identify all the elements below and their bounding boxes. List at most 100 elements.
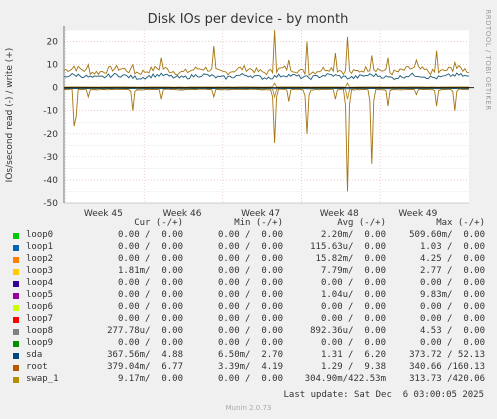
x-tick-label: Week 46 [162, 209, 201, 219]
y-tick-label: -40 [43, 176, 58, 186]
legend-header-max: Max (-/+) [436, 218, 485, 228]
legend-min: 0.00 / 0.00 [217, 326, 283, 336]
legend-rows: loop0 0.00 / 0.00 0.00 / 0.00 2.20m/ 0.00 50… [8, 230, 490, 386]
legend-name: loop0 [26, 230, 54, 240]
legend-cur: 0.00 / 0.00 [117, 254, 183, 264]
legend-max: 313.73 /420.06 [409, 374, 485, 384]
legend-name: root [26, 362, 48, 372]
legend-cur: 0.00 / 0.00 [117, 314, 183, 324]
legend-row-loop9: loop9 0.00 / 0.00 0.00 / 0.00 0.00 / 0.00 0.… [8, 338, 490, 350]
legend-min: 0.00 / 0.00 [217, 302, 283, 312]
y-tick-label: -10 [43, 107, 58, 117]
series-swap_1-write [63, 82, 469, 88]
series-sda-write [63, 72, 470, 81]
legend-swatch [13, 269, 19, 275]
rrdtool-watermark: RRDTOOL / TOBI OETIKER [484, 9, 492, 110]
legend-cur: 277.78u/ 0.00 [107, 326, 183, 336]
legend-row-loop3: loop3 1.81m/ 0.00 0.00 / 0.00 7.79m/ 0.00 2.… [8, 266, 490, 278]
plot-area [64, 30, 469, 203]
legend-swatch [13, 245, 19, 251]
legend-avg: 1.04u/ 0.00 [320, 290, 386, 300]
last-update: Last update: Sat Dec 6 03:00:05 2025 [283, 390, 484, 400]
legend-row-loop7: loop7 0.00 / 0.00 0.00 / 0.00 0.00 / 0.00 0.… [8, 314, 490, 326]
legend-cur: 0.00 / 0.00 [117, 302, 183, 312]
legend-cur: 0.00 / 0.00 [117, 242, 183, 252]
legend-cur: 0.00 / 0.00 [117, 338, 183, 348]
legend-cur: 1.81m/ 0.00 [117, 266, 183, 276]
legend-name: loop6 [26, 302, 54, 312]
legend-max: 2.77 / 0.00 [419, 266, 485, 276]
legend-swatch [13, 281, 19, 287]
legend-name: loop8 [26, 326, 54, 336]
legend-min: 3.39m/ 4.19 [217, 362, 283, 372]
legend-avg: 7.79m/ 0.00 [320, 266, 386, 276]
legend-header-avg: Avg (-/+) [337, 218, 386, 228]
legend-min: 0.00 / 0.00 [217, 254, 283, 264]
legend-min: 0.00 / 0.00 [217, 266, 283, 276]
legend-row-loop0: loop0 0.00 / 0.00 0.00 / 0.00 2.20m/ 0.00 50… [8, 230, 490, 242]
legend-max: 340.66 /160.13 [409, 362, 485, 372]
legend-name: loop1 [26, 242, 54, 252]
legend-max: 1.03 / 0.00 [419, 242, 485, 252]
legend-max: 4.25 / 0.00 [419, 254, 485, 264]
legend-swatch [13, 233, 19, 239]
munin-version: Munin 2.0.73 [225, 404, 272, 412]
legend-min: 0.00 / 0.00 [217, 242, 283, 252]
x-tick-label: Week 49 [398, 209, 437, 219]
legend-avg: 0.00 / 0.00 [320, 338, 386, 348]
legend-avg: 0.00 / 0.00 [320, 278, 386, 288]
legend-max: 373.72 / 52.13 [409, 350, 485, 360]
legend-avg: 115.63u/ 0.00 [310, 242, 386, 252]
legend-max: 0.00 / 0.00 [419, 338, 485, 348]
legend-min: 0.00 / 0.00 [217, 278, 283, 288]
y-axis-label: IOs/second read (-) / write (+) [5, 48, 15, 183]
axes: 20 10 0 -10 -20 -30 -40 -50 Week 45 Week 46 Week 4… [43, 26, 474, 219]
legend-max: 0.00 / 0.00 [419, 302, 485, 312]
y-tick-label: -30 [43, 153, 58, 163]
x-tick-label: Week 48 [320, 209, 359, 219]
legend-row-loop6: loop6 0.00 / 0.00 0.00 / 0.00 0.00 / 0.00 0.… [8, 302, 490, 314]
legend-max: 509.60m/ 0.00 [409, 230, 485, 240]
legend-swatch [13, 353, 19, 359]
x-tick-label: Week 45 [84, 209, 123, 219]
legend-cur: 0.00 / 0.00 [117, 278, 183, 288]
legend-max: 4.53 / 0.00 [419, 326, 485, 336]
legend-min: 6.50m/ 2.70 [217, 350, 283, 360]
legend-swatch [13, 341, 19, 347]
legend-row-root: root 379.04m/ 6.77 3.39m/ 4.19 1.29 / 9.38 3… [8, 362, 490, 374]
legend-row-sda: sda 367.56m/ 4.88 6.50m/ 2.70 1.31 / 6.20 37… [8, 350, 490, 362]
legend-row-loop4: loop4 0.00 / 0.00 0.00 / 0.00 0.00 / 0.00 0.… [8, 278, 490, 290]
legend-name: loop2 [26, 254, 54, 264]
legend-min: 0.00 / 0.00 [217, 338, 283, 348]
legend-row-loop2: loop2 0.00 / 0.00 0.00 / 0.00 15.82m/ 0.00 4… [8, 254, 490, 266]
legend-avg: 0.00 / 0.00 [320, 314, 386, 324]
legend-cur: 0.00 / 0.00 [117, 290, 183, 300]
series-sda-read [63, 87, 470, 90]
legend-avg: 1.29 / 9.38 [320, 362, 386, 372]
legend-min: 0.00 / 0.00 [217, 230, 283, 240]
series-layer [63, 29, 470, 192]
legend-cur: 9.17m/ 0.00 [117, 374, 183, 384]
legend-row-loop1: loop1 0.00 / 0.00 0.00 / 0.00 115.63u/ 0.00… [8, 242, 490, 254]
legend-min: 0.00 / 0.00 [217, 290, 283, 300]
legend-avg: 15.82m/ 0.00 [315, 254, 386, 264]
series-root-write [63, 29, 470, 76]
legend-row-loop5: loop5 0.00 / 0.00 0.00 / 0.00 1.04u/ 0.00 9.… [8, 290, 490, 302]
legend-header: Cur (-/+) Min (-/+) Avg (-/+) Max (-/+) [8, 218, 490, 230]
legend-swatch [13, 317, 19, 323]
legend-header-min: Min (-/+) [234, 218, 283, 228]
legend-name: loop9 [26, 338, 54, 348]
y-tick-label: 20 [47, 38, 59, 48]
legend-row-swap_1: swap_1 9.17m/ 0.00 0.00 / 0.00 304.90m/422.… [8, 374, 490, 386]
legend-name: sda [26, 350, 43, 360]
legend-max: 9.83m/ 0.00 [419, 290, 485, 300]
legend-name: loop4 [26, 278, 54, 288]
series-root-read [63, 88, 470, 192]
y-tick-label: 0 [52, 84, 58, 94]
legend-swatch [13, 305, 19, 311]
y-tick-label: -50 [43, 199, 58, 209]
chart-title: Disk IOs per device - by month [148, 12, 349, 27]
x-tick-label: Week 47 [241, 209, 280, 219]
legend-swatch [13, 329, 19, 335]
